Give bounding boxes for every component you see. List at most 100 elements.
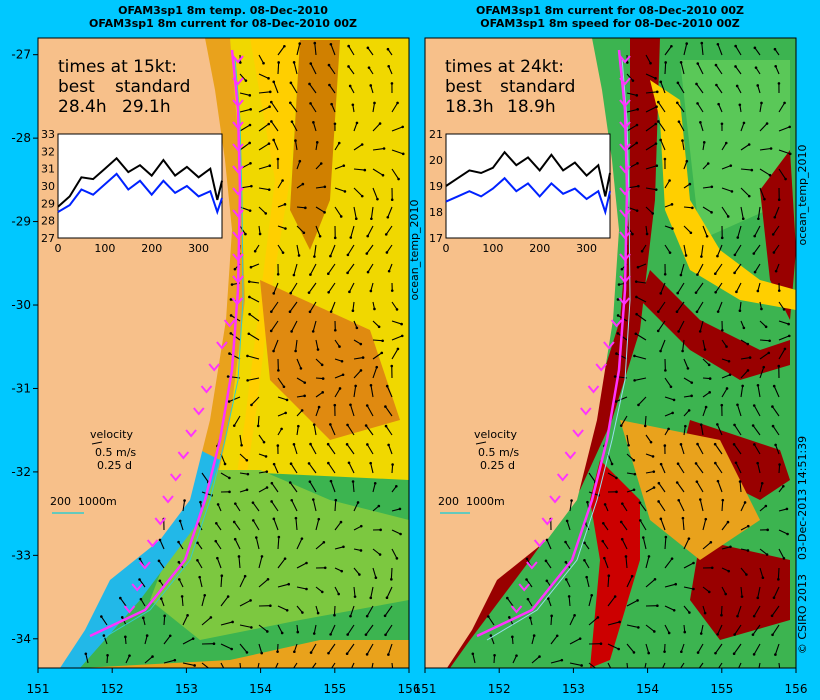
vector-head [538, 655, 541, 658]
vector-arrow [158, 560, 165, 569]
vector-arrow [718, 103, 723, 113]
panel-left-title-2: OFAM3sp1 8m current for 08-Dec-2010 00Z [89, 17, 357, 30]
vector-arrow [547, 598, 552, 607]
vector-head [280, 631, 284, 635]
vector-arrow [695, 463, 704, 474]
vector-head [667, 427, 670, 431]
vector-head [281, 251, 285, 254]
vector-head [396, 347, 400, 351]
vector-arrow [315, 586, 323, 593]
vector-head [695, 480, 699, 483]
vector-head [226, 595, 230, 598]
vector-head [760, 481, 764, 485]
vector-head [270, 310, 273, 313]
vector-arrow [249, 296, 260, 303]
vector-head [681, 349, 684, 353]
vector-head [788, 152, 792, 156]
vector-head [663, 444, 667, 447]
vector-head [268, 164, 272, 168]
vector-arrow [778, 126, 790, 132]
vector-head [770, 614, 774, 618]
vector-head [637, 403, 640, 407]
vector-head [369, 383, 373, 387]
vector-arrow [372, 366, 378, 379]
track-chevron [123, 605, 136, 614]
vector-arrow [683, 244, 687, 256]
svg-text:0.25 d: 0.25 d [480, 459, 515, 472]
vector-arrow [778, 548, 785, 559]
vector-head [685, 42, 689, 45]
vector-arrow [645, 206, 654, 214]
inset-y-tick-label: 20 [429, 154, 443, 167]
vector-arrow [683, 358, 689, 369]
vector-head [316, 348, 320, 351]
track-chevrons [510, 55, 631, 614]
vector-arrow [716, 244, 723, 257]
vector-head [634, 332, 638, 336]
vector-head [158, 579, 162, 583]
vector-head [632, 458, 636, 462]
vector-head [258, 232, 262, 236]
vector-head [311, 498, 315, 501]
vector-head [329, 479, 333, 483]
vector-arrow [506, 597, 514, 607]
vector-head [385, 384, 389, 388]
vector-arrow [642, 537, 647, 550]
vector-head [401, 125, 404, 129]
vector-head [319, 162, 323, 165]
vector-arrow [330, 44, 336, 56]
vector-head [375, 365, 379, 369]
vector-head [359, 549, 363, 552]
vector-arrow [312, 122, 317, 132]
vector-arrow [139, 579, 146, 588]
y-tick-label: -28 [11, 131, 31, 145]
vector-head [634, 280, 638, 283]
vector-arrow [588, 616, 599, 626]
vector-head [284, 411, 287, 415]
vector-head [387, 653, 390, 656]
vector-head [245, 488, 249, 492]
track-chevron [223, 319, 236, 328]
vector-arrow [721, 142, 727, 151]
vector-head [399, 532, 402, 536]
vector-head [248, 94, 252, 97]
vector-head [244, 79, 248, 82]
svg-text:0.25 d: 0.25 d [97, 459, 132, 472]
vector-arrow [740, 187, 750, 197]
vector-head [240, 443, 243, 447]
vector-head [309, 442, 312, 446]
vector-head [106, 654, 109, 657]
vector-arrow [664, 180, 671, 189]
vector-arrow [607, 596, 616, 607]
track-chevron [232, 143, 244, 152]
inset-series-standard [57, 172, 223, 216]
vector-arrow [257, 662, 260, 668]
vector-arrow [664, 412, 673, 417]
vector-head [265, 470, 269, 473]
vector-arrow [638, 396, 647, 406]
vector-head [288, 481, 292, 484]
vector-arrow [660, 139, 666, 151]
vector-head [265, 486, 269, 489]
track-chevrons [123, 55, 244, 614]
vector-head [714, 272, 717, 276]
vector-arrow [531, 656, 540, 664]
vector-arrow [714, 462, 723, 474]
vector-arrow [331, 103, 336, 113]
vector-head [733, 253, 737, 257]
vector-arrow [348, 462, 355, 474]
vector-arrow [697, 643, 704, 653]
vector-head [659, 349, 662, 353]
vector-head [301, 182, 305, 186]
vector-head [329, 42, 333, 46]
inset-x-tick-label: 0 [55, 242, 62, 255]
vector-head [734, 461, 738, 465]
vector-arrow [365, 624, 374, 636]
vector-arrow [645, 624, 655, 632]
vector-head [385, 596, 389, 600]
track-chevron [619, 55, 631, 64]
vector-head [732, 443, 736, 446]
vector-arrow [296, 586, 307, 590]
vector-head [226, 375, 230, 378]
vector-arrow [347, 263, 355, 274]
